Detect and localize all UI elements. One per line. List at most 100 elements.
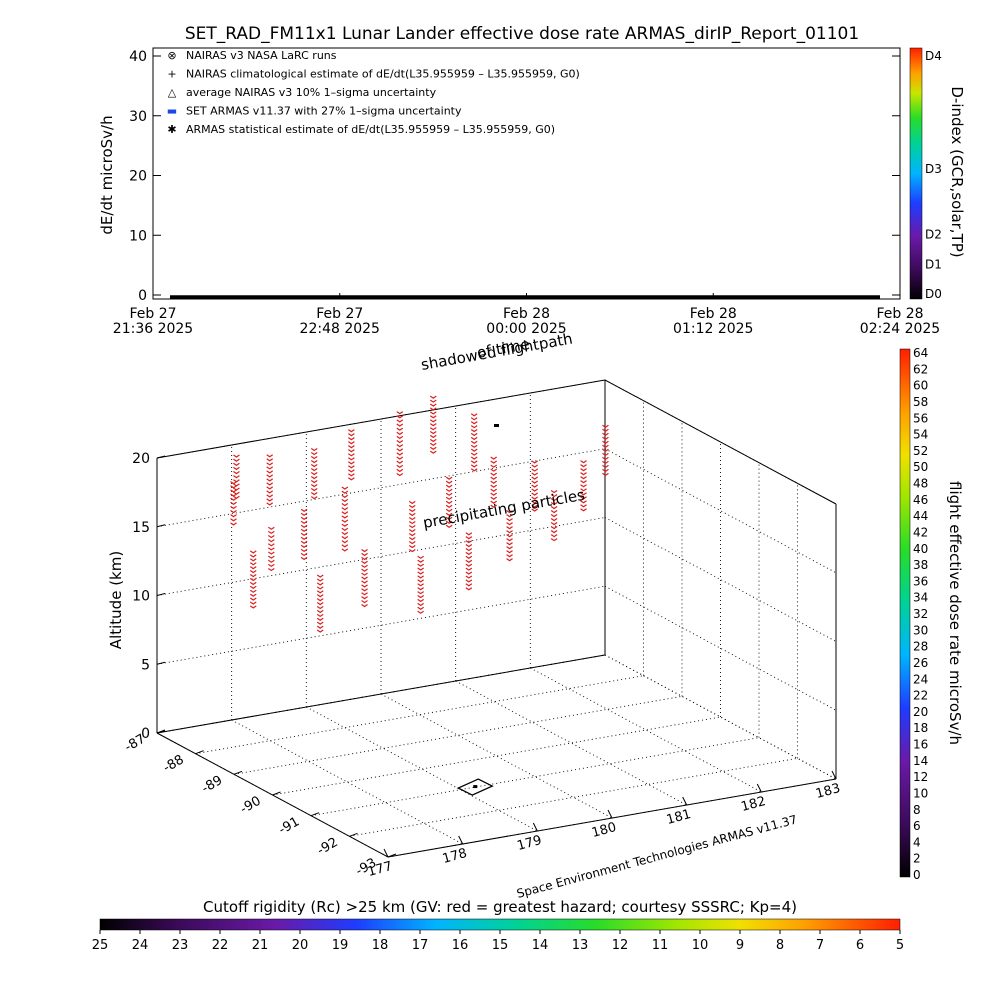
particle-marker <box>465 532 473 536</box>
dose-rate-y-label: dE/dt microSv/h <box>98 115 116 234</box>
particle-marker <box>506 542 513 546</box>
particle-marker <box>470 444 478 448</box>
particle-marker <box>531 504 538 508</box>
legend-symbol: ✱ <box>167 123 176 136</box>
particle-marker <box>268 530 275 535</box>
legend-symbol: △ <box>168 86 177 99</box>
altitude-ticks: 0 5 10 15 20 <box>132 451 166 742</box>
particle-marker <box>465 583 473 587</box>
particle-marker <box>506 546 513 550</box>
particle-marker <box>268 563 275 568</box>
particle-marker <box>233 479 240 483</box>
particle-marker <box>550 538 558 542</box>
legend-entry: NAIRAS v3 NASA LaRC runs <box>186 49 337 62</box>
flight-track-box <box>456 778 494 796</box>
particle-marker <box>233 462 240 467</box>
dose-rate-tick-label: 46 <box>913 493 928 507</box>
particle-marker <box>602 424 609 428</box>
particle-marker <box>531 496 538 500</box>
dose-rate-tick-label: 6 <box>913 819 921 833</box>
precipitating-particles-label: precipitating particles <box>422 486 587 532</box>
latitude-tick-mark <box>349 832 358 837</box>
y-tick-label: 20 <box>129 169 147 185</box>
altitude-tick-mark <box>156 661 166 665</box>
particle-marker <box>465 551 473 556</box>
longitude-ticks: 177 178 179 180 181 182 183 <box>366 770 842 880</box>
cutoff-tick-label: 23 <box>172 938 189 953</box>
particle-marker <box>465 571 473 575</box>
particle-marker <box>417 579 424 583</box>
dose-rate-colorbar <box>899 348 911 878</box>
particle-marker <box>233 471 240 475</box>
3d-box-edges <box>156 379 837 858</box>
particle-marker <box>465 540 473 544</box>
particle-marker <box>506 510 513 514</box>
particle-marker <box>470 413 478 417</box>
particle-marker <box>602 448 609 453</box>
d-index-tick-label: D1 <box>925 257 942 271</box>
particle-marker <box>310 480 318 484</box>
particle-marker <box>361 588 368 592</box>
particle-marker <box>417 583 424 587</box>
particle-marker <box>445 484 453 488</box>
particle-marker <box>445 512 453 516</box>
x-tick-time: 22:48 2025 <box>300 321 380 337</box>
particle-marker <box>361 603 368 608</box>
particle-marker <box>230 505 237 510</box>
x-tick-time: 02:24 2025 <box>860 321 940 337</box>
particle-marker <box>602 444 609 449</box>
longitude-tick-label: 180 <box>590 820 618 841</box>
particle-marker <box>429 423 437 427</box>
particle-marker <box>316 621 324 625</box>
particle-marker <box>310 447 318 452</box>
particle-marker <box>348 449 355 453</box>
latitude-tick-label: -92 <box>315 835 341 859</box>
particle-marker <box>408 545 416 549</box>
particle-marker <box>602 428 609 432</box>
legend-entry: SET ARMAS v11.37 with 27% 1–sigma uncert… <box>186 105 462 118</box>
particle-marker <box>348 465 355 469</box>
particle-marker <box>408 528 416 533</box>
particle-marker <box>316 578 324 582</box>
particle-marker <box>408 536 416 541</box>
particle-marker <box>361 596 368 600</box>
particle-marker <box>417 594 424 599</box>
dose-rate-tick-label: 0 <box>913 868 921 882</box>
particle-marker <box>316 574 324 578</box>
particle-marker <box>249 573 257 578</box>
particle-marker <box>602 472 609 477</box>
particle-marker <box>550 526 558 530</box>
dose-rate-tick-label: 10 <box>913 786 928 800</box>
particle-marker <box>361 560 368 564</box>
particle-marker <box>310 496 318 500</box>
particle-marker <box>602 452 609 457</box>
particle-marker <box>341 544 349 548</box>
particle-marker <box>531 492 538 496</box>
particle-marker <box>361 556 368 561</box>
particle-marker <box>470 432 478 437</box>
chart-title: SET_RAD_FM11x1 Lunar Lander effective do… <box>185 24 859 44</box>
particle-marker <box>580 460 587 464</box>
x-tick-time: 01:12 2025 <box>673 321 753 337</box>
y-tick-label: 40 <box>129 49 147 65</box>
particle-marker <box>316 582 324 586</box>
particle-marker <box>249 581 257 586</box>
particle-marker <box>361 568 368 572</box>
d-index-colorbar <box>909 47 923 300</box>
dose-rate-tick-label: 26 <box>913 656 928 670</box>
particle-marker <box>249 597 257 601</box>
particle-marker <box>396 452 404 456</box>
particle-marker <box>396 464 404 468</box>
particle-marker <box>249 562 257 566</box>
particle-marker <box>417 610 424 614</box>
particle-marker <box>580 484 587 488</box>
floor-grid-line <box>530 667 762 793</box>
particle-marker <box>429 403 437 407</box>
particle-marker <box>310 476 318 480</box>
particle-marker <box>490 500 498 504</box>
particle-marker <box>233 491 240 495</box>
particle-marker <box>268 559 275 563</box>
cutoff-tick-label: 5 <box>896 938 904 953</box>
particle-marker <box>396 423 404 427</box>
